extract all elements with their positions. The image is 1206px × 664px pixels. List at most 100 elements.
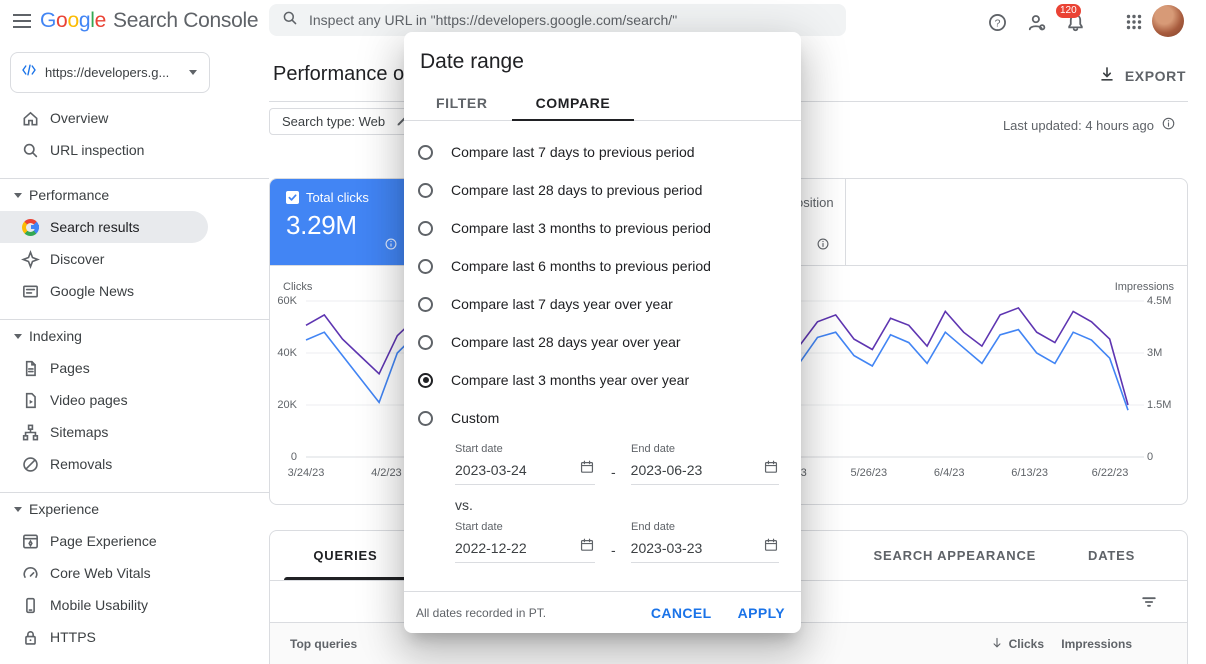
column-header-top-queries: Top queries bbox=[290, 637, 358, 651]
start-date-input-1[interactable] bbox=[455, 461, 579, 478]
hamburger-menu-icon[interactable] bbox=[10, 9, 34, 33]
sidebar-item-label: Discover bbox=[50, 251, 105, 267]
filter-icon[interactable] bbox=[1139, 592, 1159, 617]
card-label: Total clicks bbox=[306, 190, 369, 205]
smartphone-icon bbox=[20, 595, 40, 615]
tab-filter[interactable]: FILTER bbox=[436, 94, 488, 111]
start-date-input-2[interactable] bbox=[455, 539, 579, 556]
start-date-field-2[interactable] bbox=[455, 537, 595, 563]
sidebar-item-label: Google News bbox=[50, 283, 135, 299]
lock-icon bbox=[20, 627, 40, 647]
calendar-icon[interactable] bbox=[579, 537, 595, 558]
radio-option-label: Compare last 28 days year over year bbox=[451, 334, 681, 350]
search-type-chip[interactable]: Search type: Web bbox=[269, 108, 422, 135]
cancel-button[interactable]: CANCEL bbox=[650, 604, 712, 621]
sidebar-section-experience[interactable]: Experience bbox=[0, 493, 269, 525]
url-inspect-searchbox[interactable] bbox=[269, 4, 846, 36]
sidebar-item-https[interactable]: HTTPS bbox=[0, 621, 269, 653]
column-header-clicks[interactable]: Clicks bbox=[884, 636, 1044, 653]
card-total-clicks[interactable]: Total clicks 3.29M bbox=[270, 179, 414, 265]
end-date-label: End date bbox=[631, 443, 676, 455]
radio-option-label: Compare last 6 months to previous period bbox=[451, 258, 711, 274]
sidebar-item-label: Mobile Usability bbox=[50, 597, 149, 613]
sidebar-item-discover[interactable]: Discover bbox=[0, 243, 269, 275]
sidebar-item-video-pages[interactable]: Video pages bbox=[0, 384, 269, 416]
dates-timezone-note: All dates recorded in PT. bbox=[416, 605, 547, 620]
avatar[interactable] bbox=[1152, 5, 1184, 37]
info-icon[interactable] bbox=[816, 237, 830, 256]
radio-option-label: Compare last 7 days year over year bbox=[451, 296, 673, 312]
sidebar-item-mobile-usability[interactable]: Mobile Usability bbox=[0, 589, 269, 621]
custom-dates-section: Start date End date - vs. Start date End… bbox=[404, 437, 801, 563]
export-label: EXPORT bbox=[1124, 67, 1186, 84]
sidebar-item-page-experience[interactable]: Page Experience bbox=[0, 525, 269, 557]
sidebar-item-overview[interactable]: Overview bbox=[0, 102, 269, 134]
radio-option-label: Compare last 3 months to previous period bbox=[451, 220, 711, 236]
video-page-icon bbox=[20, 390, 40, 410]
radio-option-1[interactable]: Compare last 28 days to previous period bbox=[404, 171, 801, 209]
info-icon[interactable] bbox=[384, 237, 398, 256]
y-axis-right-title: Impressions bbox=[1114, 281, 1174, 293]
y-axis-left-ticks: 60K 40K 20K 0 bbox=[277, 295, 297, 463]
sidebar-section-label: Experience bbox=[29, 501, 100, 517]
export-button[interactable]: EXPORT bbox=[1098, 65, 1186, 86]
calendar-icon[interactable] bbox=[763, 459, 779, 480]
tab-queries[interactable]: QUERIES bbox=[270, 531, 421, 580]
date-range-dialog: Date range FILTER COMPARE Compare last 7… bbox=[404, 32, 801, 633]
sidebar-item-search-results[interactable]: Search results bbox=[0, 211, 208, 243]
radio-option-3[interactable]: Compare last 6 months to previous period bbox=[404, 247, 801, 285]
sidebar-item-label: Removals bbox=[50, 456, 113, 472]
calendar-icon[interactable] bbox=[579, 459, 595, 480]
app-logo: Google Search Console bbox=[40, 0, 259, 41]
sidebar-item-sitemaps[interactable]: Sitemaps bbox=[0, 416, 269, 448]
sidebar-section-indexing[interactable]: Indexing bbox=[0, 320, 269, 352]
dialog-title: Date range bbox=[420, 50, 524, 73]
sidebar-item-url-inspection[interactable]: URL inspection bbox=[0, 134, 269, 166]
dialog-tabs: FILTER COMPARE bbox=[404, 85, 801, 121]
sidebar-item-pages[interactable]: Pages bbox=[0, 352, 269, 384]
sidebar-section-performance[interactable]: Performance bbox=[0, 179, 269, 211]
last-updated-label: Last updated: 4 hours ago bbox=[1002, 117, 1154, 133]
tab-search-appearance[interactable]: SEARCH APPEARANCE bbox=[873, 548, 1037, 563]
radio-option-7[interactable]: Custom bbox=[404, 399, 801, 437]
column-header-label: Clicks bbox=[1008, 637, 1044, 651]
sidebar-item-removals[interactable]: Removals bbox=[0, 448, 269, 480]
help-icon[interactable]: ? bbox=[985, 10, 1009, 34]
sidebar-item-core-web-vitals[interactable]: Core Web Vitals bbox=[0, 557, 269, 589]
dialog-footer: All dates recorded in PT. CANCEL APPLY bbox=[404, 591, 801, 633]
radio-option-label: Compare last 7 days to previous period bbox=[451, 144, 695, 160]
checkbox-checked-icon[interactable] bbox=[286, 191, 299, 204]
search-icon bbox=[281, 9, 299, 32]
start-date-field-1[interactable] bbox=[455, 459, 595, 485]
column-header-impressions[interactable]: Impressions bbox=[1061, 637, 1132, 651]
end-date-field-1[interactable] bbox=[630, 459, 779, 485]
search-input[interactable] bbox=[309, 12, 834, 28]
logo-google: Google bbox=[40, 8, 106, 32]
speedometer-icon bbox=[20, 563, 40, 583]
end-date-input-2[interactable] bbox=[630, 539, 763, 556]
end-date-field-2[interactable] bbox=[630, 537, 779, 563]
removals-blocked-icon bbox=[20, 454, 40, 474]
tab-compare[interactable]: COMPARE bbox=[511, 85, 635, 121]
tab-dates[interactable]: DATES bbox=[1088, 548, 1136, 563]
apps-grid-icon[interactable] bbox=[1122, 10, 1146, 34]
newspaper-icon bbox=[20, 281, 40, 301]
end-date-input-1[interactable] bbox=[630, 461, 763, 478]
y-axis-left-title: Clicks bbox=[283, 281, 313, 293]
sidebar-item-google-news[interactable]: Google News bbox=[0, 275, 269, 307]
radio-option-2[interactable]: Compare last 3 months to previous period bbox=[404, 209, 801, 247]
magnifier-icon bbox=[20, 140, 40, 160]
info-icon[interactable] bbox=[1161, 116, 1176, 134]
radio-icon bbox=[418, 258, 433, 274]
apply-button[interactable]: APPLY bbox=[737, 604, 785, 621]
property-selector[interactable]: https://developers.g... bbox=[10, 52, 210, 93]
radio-option-4[interactable]: Compare last 7 days year over year bbox=[404, 285, 801, 323]
radio-icon bbox=[418, 144, 433, 160]
sitemap-icon bbox=[20, 422, 40, 442]
radio-option-5[interactable]: Compare last 28 days year over year bbox=[404, 323, 801, 361]
radio-option-6[interactable]: Compare last 3 months year over year bbox=[404, 361, 801, 399]
calendar-icon[interactable] bbox=[763, 537, 779, 558]
user-settings-icon[interactable] bbox=[1024, 10, 1048, 34]
radio-option-0[interactable]: Compare last 7 days to previous period bbox=[404, 133, 801, 171]
